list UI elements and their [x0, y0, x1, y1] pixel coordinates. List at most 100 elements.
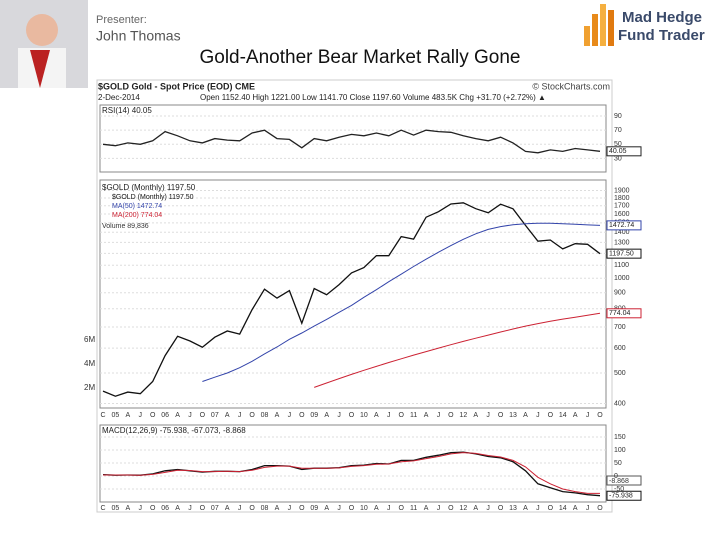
series-line [102, 129, 601, 154]
x-tick-label: A [573, 505, 578, 512]
x-tick-label: J [288, 505, 292, 512]
chart-symbol: $GOLD Gold - Spot Price (EOD) CME [98, 81, 255, 91]
x-tick-label: J [486, 412, 490, 419]
panel-title: $GOLD (Monthly) 1197.50 [102, 183, 196, 192]
series-line [314, 312, 601, 388]
x-tick-label: J [536, 505, 540, 512]
x-tick-label: O [548, 412, 554, 419]
value-label: 40.05 [609, 148, 627, 155]
x-tick-label: A [523, 412, 528, 419]
y-tick-label: 1300 [614, 239, 630, 246]
value-label: 1197.50 [609, 250, 634, 257]
y-tick-label: 50 [614, 141, 622, 148]
x-tick-label: O [398, 412, 404, 419]
legend-entry: $GOLD (Monthly) 1197.50 [112, 194, 194, 201]
x-tick-label: J [139, 412, 143, 419]
y-tick-label: 1600 [614, 211, 630, 218]
logo-text: Fund Trader [618, 27, 705, 44]
value-box [606, 146, 642, 157]
x-tick-label: J [437, 412, 441, 419]
value-box [606, 220, 642, 231]
series-line [102, 202, 601, 397]
value-box [606, 308, 642, 319]
x-tick-label: O [498, 505, 504, 512]
y-tick-label: 1800 [614, 195, 630, 202]
x-tick-label: O [150, 412, 156, 419]
x-tick-label: A [374, 505, 379, 512]
x-tick-label: A [275, 505, 280, 512]
value-box [606, 490, 642, 501]
logo-bar [592, 14, 598, 46]
presenter-name: John Thomas [96, 28, 181, 44]
x-tick-label: J [387, 412, 391, 419]
x-tick-label: J [139, 505, 143, 512]
x-tick-label: O [349, 505, 355, 512]
x-tick-label: A [573, 412, 578, 419]
x-tick-label: J [188, 505, 192, 512]
x-tick-label: 12 [459, 505, 467, 512]
y-tick-label: 700 [614, 324, 626, 331]
photo-face [26, 14, 58, 46]
x-tick-label: O [349, 412, 355, 419]
value-box [606, 248, 642, 259]
x-tick-label: 07 [211, 505, 219, 512]
x-tick-label: 10 [360, 505, 368, 512]
x-tick-label: 13 [509, 412, 517, 419]
y-tick-label: 150 [614, 434, 626, 441]
logo-bar [608, 10, 614, 46]
x-tick-label: J [486, 505, 490, 512]
macd-hist-label: -8.868 [609, 478, 629, 485]
slide-title: Gold-Another Bear Market Rally Gone [199, 47, 520, 68]
x-tick-label: A [324, 505, 329, 512]
x-tick-label: 13 [509, 505, 517, 512]
x-tick-label: A [175, 412, 180, 419]
x-tick-label: J [337, 412, 341, 419]
x-tick-label: O [249, 412, 255, 419]
x-tick-label: O [299, 412, 305, 419]
y-tick-label: 1000 [614, 275, 630, 282]
x-tick-label: J [437, 505, 441, 512]
x-tick-label: J [288, 412, 292, 419]
x-tick-label: 08 [261, 505, 269, 512]
presenter-label: Presenter: [96, 14, 147, 26]
x-tick-label: A [126, 412, 131, 419]
x-tick-label: J [586, 412, 590, 419]
x-tick-label: O [548, 505, 554, 512]
x-tick-label: J [586, 505, 590, 512]
x-tick-label: A [225, 412, 230, 419]
x-tick-label: A [126, 505, 131, 512]
logo-bar [584, 26, 590, 46]
logo-icon [584, 4, 614, 46]
photo-tie [30, 50, 50, 88]
x-tick-label: O [299, 505, 305, 512]
y-tick-label: 1900 [614, 187, 630, 194]
x-tick-label: A [374, 412, 379, 419]
logo-bar [600, 4, 606, 46]
x-tick-label: J [238, 505, 242, 512]
y-tick-label: 0 [614, 473, 618, 480]
x-tick-label: 07 [211, 412, 219, 419]
x-tick-label: O [448, 412, 454, 419]
x-tick-label: O [448, 505, 454, 512]
x-tick-label: O [398, 505, 404, 512]
x-tick-label: 06 [161, 412, 169, 419]
x-tick-label: A [424, 505, 429, 512]
y-tick-label: -50 [614, 486, 624, 493]
x-tick-label: A [473, 505, 478, 512]
panel-title: RSI(14) 40.05 [102, 106, 152, 115]
x-tick-label: O [200, 412, 206, 419]
y-tick-label: 50 [614, 460, 622, 467]
y-tick-label: 500 [614, 370, 626, 377]
x-tick-label: 08 [261, 412, 269, 419]
x-tick-label: O [597, 412, 603, 419]
x-tick-label: 11 [410, 412, 417, 419]
x-tick-label: J [387, 505, 391, 512]
x-tick-label: A [324, 412, 329, 419]
chart-date: 2-Dec-2014 [98, 93, 140, 102]
x-tick-label: 09 [310, 412, 318, 419]
chart-source: © StockCharts.com [532, 81, 610, 91]
legend-entry: MA(50) 1472.74 [112, 203, 162, 210]
y-tick-label: 400 [614, 400, 626, 407]
x-tick-label: O [498, 412, 504, 419]
y-tick-label: 100 [614, 447, 626, 454]
